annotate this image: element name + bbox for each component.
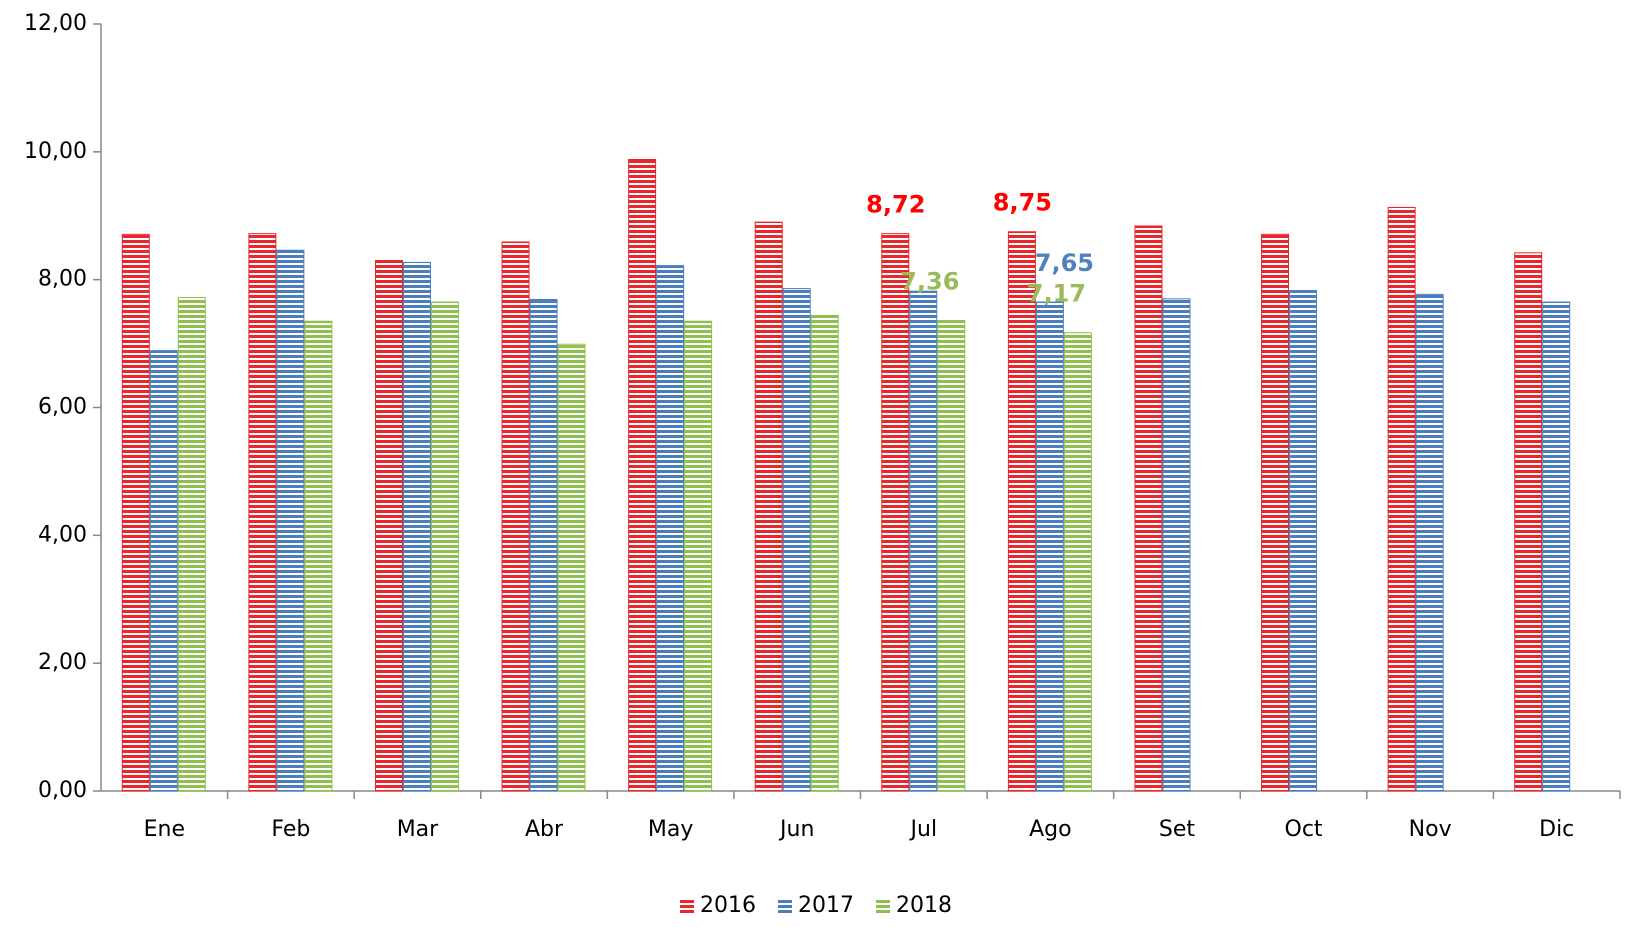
x-tick-label: Abr <box>525 817 564 842</box>
bar <box>557 343 586 792</box>
bar <box>1415 293 1444 792</box>
data-label: 8,72 <box>866 191 925 219</box>
x-tick-label: Oct <box>1285 817 1323 842</box>
bar <box>374 259 403 792</box>
y-tick-label: 4,00 <box>38 522 87 547</box>
legend-swatch <box>680 899 694 913</box>
bar <box>1542 301 1571 792</box>
x-tick-label: Ago <box>1029 817 1071 842</box>
bar <box>1289 290 1318 792</box>
data-label: 7,36 <box>900 268 959 296</box>
bar <box>1134 225 1163 792</box>
bar <box>881 233 910 792</box>
bar <box>628 159 657 792</box>
x-tick-label: Jun <box>778 817 814 842</box>
bar <box>177 297 206 792</box>
y-tick-label: 2,00 <box>38 650 87 675</box>
y-tick-label: 12,00 <box>24 11 87 36</box>
x-tick-label: Set <box>1159 817 1196 842</box>
bar <box>248 233 277 792</box>
bar <box>1514 252 1543 792</box>
bar <box>276 249 305 792</box>
x-tick-label: Dic <box>1539 817 1574 842</box>
bar <box>1162 298 1191 792</box>
y-tick-label: 6,00 <box>38 395 87 420</box>
bar <box>1261 233 1290 792</box>
bar <box>121 233 150 792</box>
y-tick-label: 8,00 <box>38 267 87 292</box>
bar <box>1063 332 1092 792</box>
bar <box>1007 231 1036 792</box>
bar <box>909 290 938 792</box>
bar <box>1035 301 1064 792</box>
data-label: 7,17 <box>1027 280 1086 308</box>
legend-label: 2016 <box>700 893 756 918</box>
x-tick-label: Feb <box>271 817 310 842</box>
bar <box>810 314 839 792</box>
bar <box>501 241 530 792</box>
x-tick-label: Jul <box>909 817 938 842</box>
bar <box>937 320 966 792</box>
bar <box>529 298 558 792</box>
legend-label: 2017 <box>798 893 854 918</box>
bar <box>782 288 811 792</box>
x-tick-label: Ene <box>144 817 185 842</box>
bar <box>402 261 431 792</box>
x-tick-label: Mar <box>397 817 439 842</box>
x-tick-label: Nov <box>1409 817 1452 842</box>
bar <box>754 221 783 792</box>
y-tick-label: 10,00 <box>24 139 87 164</box>
legend-label: 2018 <box>896 893 952 918</box>
y-tick-label: 0,00 <box>38 778 87 803</box>
legend-swatch <box>778 899 792 913</box>
bar <box>684 320 713 792</box>
bar <box>430 301 459 792</box>
data-label: 8,75 <box>993 189 1052 217</box>
bar <box>656 265 685 792</box>
bar <box>1387 206 1416 792</box>
bar <box>149 350 178 792</box>
legend-swatch <box>876 899 890 913</box>
x-tick-label: May <box>648 817 693 842</box>
data-label: 7,65 <box>1035 249 1094 277</box>
bar <box>304 320 333 792</box>
